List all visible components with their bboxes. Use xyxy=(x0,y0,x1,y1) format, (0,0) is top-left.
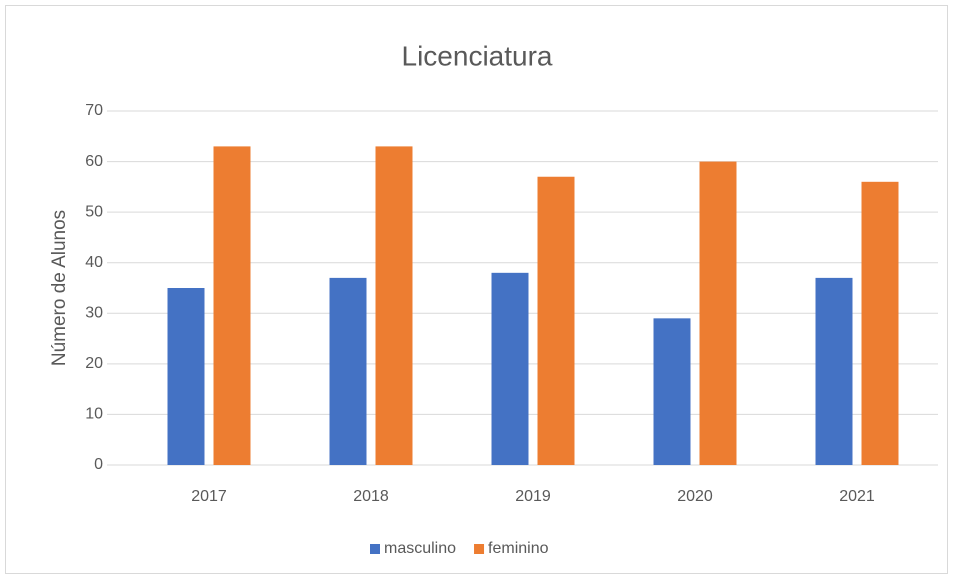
bar xyxy=(861,181,899,466)
bar xyxy=(329,277,367,465)
legend-swatch xyxy=(370,544,380,554)
x-tick-label: 2017 xyxy=(191,488,227,505)
x-tick-label: 2021 xyxy=(839,488,875,505)
chart-title: Licenciatura xyxy=(402,40,553,71)
x-tick-label: 2020 xyxy=(677,488,713,505)
y-tick-label: 70 xyxy=(85,102,103,119)
legend-label: masculino xyxy=(384,540,456,557)
x-tick-label: 2019 xyxy=(515,488,551,505)
y-tick-label: 20 xyxy=(85,355,103,372)
bar xyxy=(699,161,737,466)
legend-label: feminino xyxy=(488,540,549,557)
chart-border xyxy=(5,5,948,574)
y-tick-label: 50 xyxy=(85,203,103,220)
legend-swatch xyxy=(474,544,485,554)
bar xyxy=(815,277,853,465)
y-tick-label: 30 xyxy=(85,305,103,322)
bar xyxy=(491,272,529,465)
bar xyxy=(537,176,575,465)
y-tick-label: 40 xyxy=(85,254,103,271)
bar xyxy=(653,318,691,465)
y-tick-label: 10 xyxy=(85,406,103,423)
y-tick-label: 0 xyxy=(94,456,103,473)
bar xyxy=(375,146,413,465)
y-axis-label: Número de Alunos xyxy=(49,210,70,366)
bar xyxy=(213,146,251,465)
y-tick-label: 60 xyxy=(85,153,103,170)
x-tick-label: 2018 xyxy=(353,488,389,505)
bar xyxy=(167,288,205,465)
